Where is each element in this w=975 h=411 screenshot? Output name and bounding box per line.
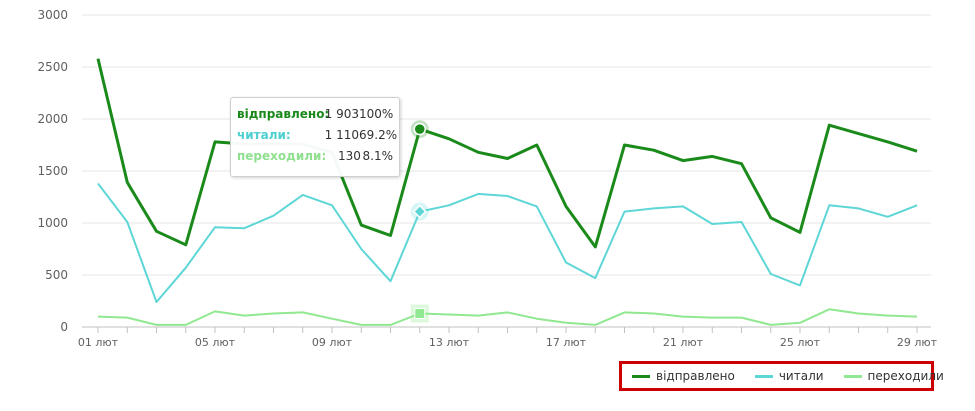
tooltip-row-clicked: переходили: 130 8.1%	[237, 146, 393, 167]
legend-swatch-clicked	[843, 374, 862, 378]
x-tick-label: 29 лют	[897, 336, 938, 349]
legend-swatch-sent	[632, 374, 650, 378]
x-tick-label: 01 лют	[78, 336, 119, 349]
y-tick-label: 2500	[37, 60, 68, 74]
y-tick-label: 1500	[37, 164, 68, 178]
series-line-read	[97, 182, 918, 303]
x-tick-label: 21 лют	[663, 336, 704, 349]
legend-label-sent: відправлено	[656, 369, 735, 383]
tooltip-pct-sent: 100%	[359, 107, 394, 121]
legend-swatch-read	[754, 374, 773, 378]
tooltip: відправлено: 1 903 100% читали: 1 110 69…	[230, 97, 400, 177]
legend-label-read: читали	[778, 369, 824, 383]
legend: відправлено читали переходили	[619, 361, 944, 391]
hover-markers	[410, 120, 429, 323]
tooltip-label-clicked: переходили:	[237, 149, 327, 163]
legend-item-sent[interactable]: відправлено	[632, 369, 735, 383]
marker-clicked	[414, 307, 426, 319]
tooltip-value-read: 1 110	[324, 128, 359, 142]
series-line-sent	[96, 58, 918, 249]
tooltip-label-read: читали:	[237, 128, 291, 142]
y-tick-label: 500	[45, 268, 68, 282]
y-tick-label: 1000	[37, 216, 68, 230]
y-axis: 0 500 1000 1500 2000 2500 3000	[37, 8, 68, 334]
tooltip-row-read: читали: 1 110 69.2%	[237, 125, 398, 146]
tooltip-label-sent: відправлено:	[237, 107, 330, 121]
marker-read	[412, 204, 427, 219]
x-tick-label: 05 лют	[195, 336, 236, 349]
legend-item-clicked[interactable]: переходили	[843, 369, 944, 383]
x-axis: 01 лют 05 лют 09 лют 13 лют 17 лют 21 лют 25 л…	[78, 327, 938, 349]
x-tick-label: 17 лют	[546, 336, 587, 349]
x-tick-label: 13 лют	[429, 336, 470, 349]
tooltip-value-sent: 1 903	[324, 107, 359, 121]
series-lines	[96, 58, 918, 326]
x-tick-label: 09 лют	[312, 336, 353, 349]
y-tick-label: 0	[60, 320, 68, 334]
y-tick-label: 3000	[37, 8, 68, 22]
y-tick-label: 2000	[37, 112, 68, 126]
grid-lines	[82, 14, 931, 328]
series-line-clicked	[97, 308, 918, 326]
x-tick-label: 25 лют	[780, 336, 821, 349]
tooltip-row-sent: відправлено: 1 903 100%	[237, 104, 393, 125]
marker-sent	[413, 122, 426, 136]
tooltip-value-clicked: 130	[337, 149, 361, 163]
tooltip-pct-clicked: 8.1%	[362, 149, 394, 163]
legend-label-clicked: переходили	[867, 369, 944, 383]
legend-item-read[interactable]: читали	[754, 369, 824, 383]
tooltip-pct-read: 69.2%	[359, 128, 398, 142]
